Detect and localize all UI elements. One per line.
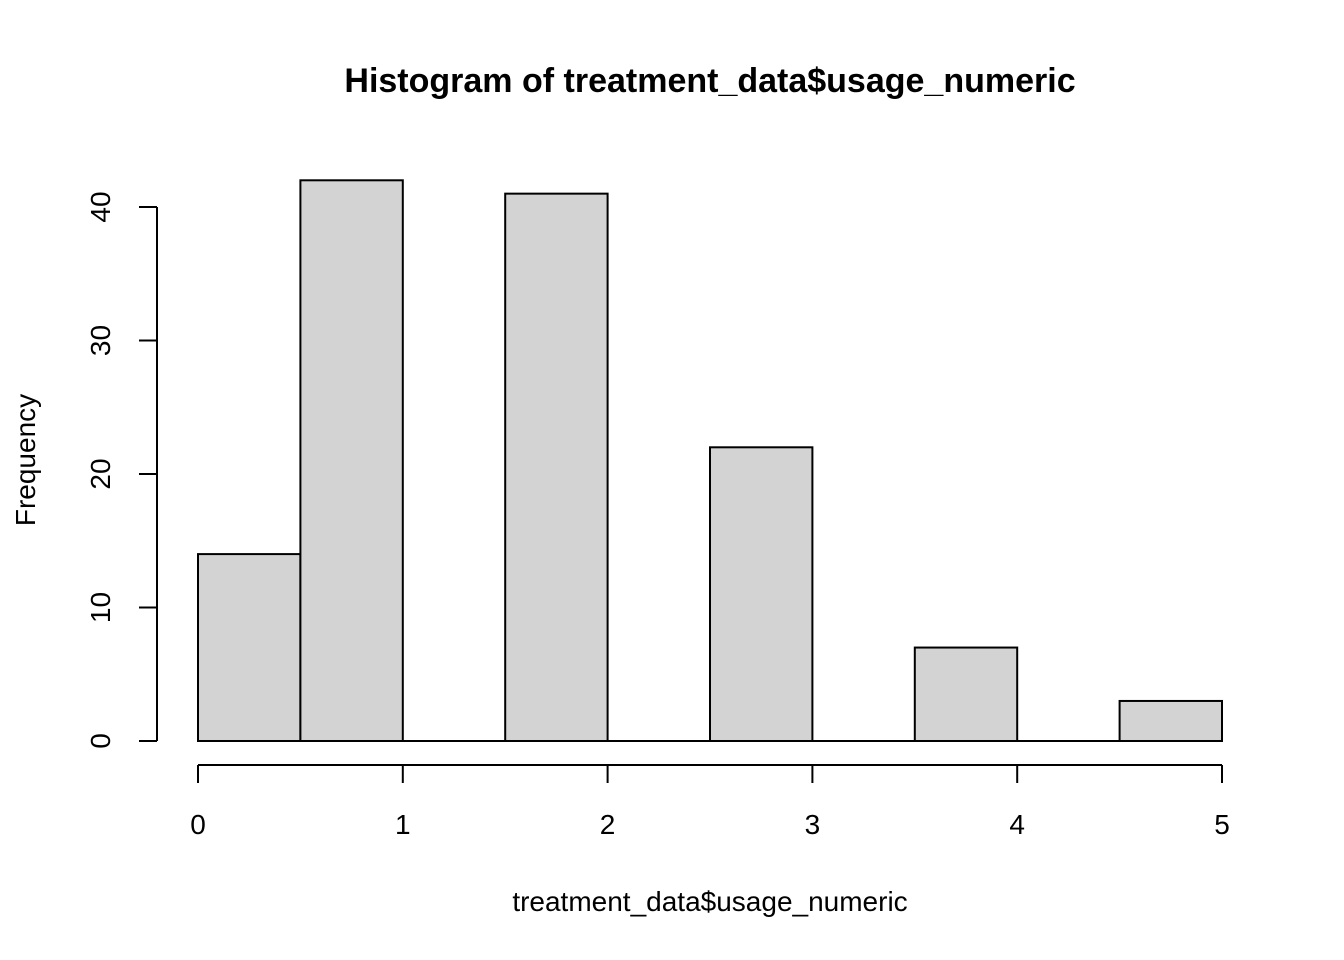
x-tick-label: 1 — [395, 809, 411, 840]
histogram-bar — [709, 446, 814, 742]
x-tick-label: 3 — [805, 809, 821, 840]
x-tick-label: 0 — [190, 809, 206, 840]
x-tick-label: 5 — [1214, 809, 1230, 840]
histogram-bar — [504, 192, 609, 742]
histogram-bar — [197, 553, 302, 742]
y-tick-label: 40 — [85, 191, 116, 222]
x-tick-label: 2 — [600, 809, 616, 840]
y-axis-label: Frequency — [10, 394, 41, 526]
y-tick-label: 30 — [85, 325, 116, 356]
histogram-bar — [1118, 699, 1223, 743]
y-axis: 0 10 20 30 40 — [85, 191, 158, 749]
chart-title: Histogram of treatment_data$usage_numeri… — [344, 62, 1075, 100]
x-tick-label: 4 — [1009, 809, 1025, 840]
bars-group — [197, 179, 1223, 743]
y-tick-label: 0 — [85, 733, 116, 749]
x-axis-label: treatment_data$usage_numeric — [512, 886, 907, 917]
histogram-bar — [299, 179, 404, 743]
y-tick-label: 20 — [85, 458, 116, 489]
x-axis: 0 1 2 3 4 5 — [190, 764, 1230, 840]
histogram-bar — [913, 646, 1019, 742]
y-tick-label: 10 — [85, 592, 116, 623]
